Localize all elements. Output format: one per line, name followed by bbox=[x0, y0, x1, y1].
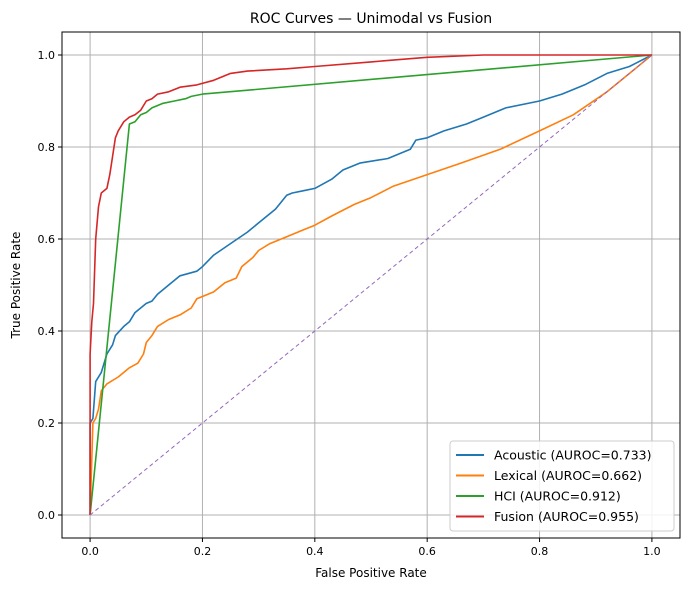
x-tick-label: 0.6 bbox=[418, 545, 436, 558]
y-axis-label: True Positive Rate bbox=[9, 232, 23, 340]
series-line-0 bbox=[89, 54, 653, 515]
chart-title: ROC Curves — Unimodal vs Fusion bbox=[250, 11, 492, 27]
plot-frame bbox=[61, 31, 681, 539]
legend-entry: Acoustic (AUROC=0.733) bbox=[494, 448, 651, 463]
series-lines bbox=[89, 54, 653, 516]
chance-line bbox=[89, 54, 653, 516]
ticks: 0.0 0.2 0.4 0.6 0.8 1.0 0.0 0.2 0.4 0.6 0.8 1.0 bbox=[38, 49, 661, 558]
x-tick-label: 0.0 bbox=[81, 545, 99, 558]
x-tick-label: 1.0 bbox=[643, 545, 661, 558]
legend-entry: HCI (AUROC=0.912) bbox=[494, 489, 621, 504]
y-tick-label: 1.0 bbox=[38, 49, 56, 62]
series-line-3 bbox=[89, 54, 652, 515]
series-line-2 bbox=[89, 54, 652, 516]
x-tick-label: 0.2 bbox=[194, 545, 212, 558]
x-axis-label: False Positive Rate bbox=[315, 566, 427, 580]
y-tick-label: 0.2 bbox=[38, 417, 56, 430]
grid bbox=[62, 32, 680, 538]
legend: Acoustic (AUROC=0.733) Lexical (AUROC=0.6… bbox=[449, 440, 675, 532]
legend-box bbox=[449, 440, 675, 532]
x-tick-label: 0.4 bbox=[306, 545, 324, 558]
y-tick-label: 0.6 bbox=[38, 233, 56, 246]
legend-entry: Lexical (AUROC=0.662) bbox=[494, 468, 642, 483]
y-tick-label: 0.8 bbox=[38, 141, 56, 154]
y-tick-label: 0.4 bbox=[38, 325, 56, 338]
legend-entry: Fusion (AUROC=0.955) bbox=[494, 509, 639, 524]
x-tick-label: 0.8 bbox=[531, 545, 549, 558]
y-tick-label: 0.0 bbox=[38, 509, 56, 522]
series-line-1 bbox=[89, 54, 653, 516]
